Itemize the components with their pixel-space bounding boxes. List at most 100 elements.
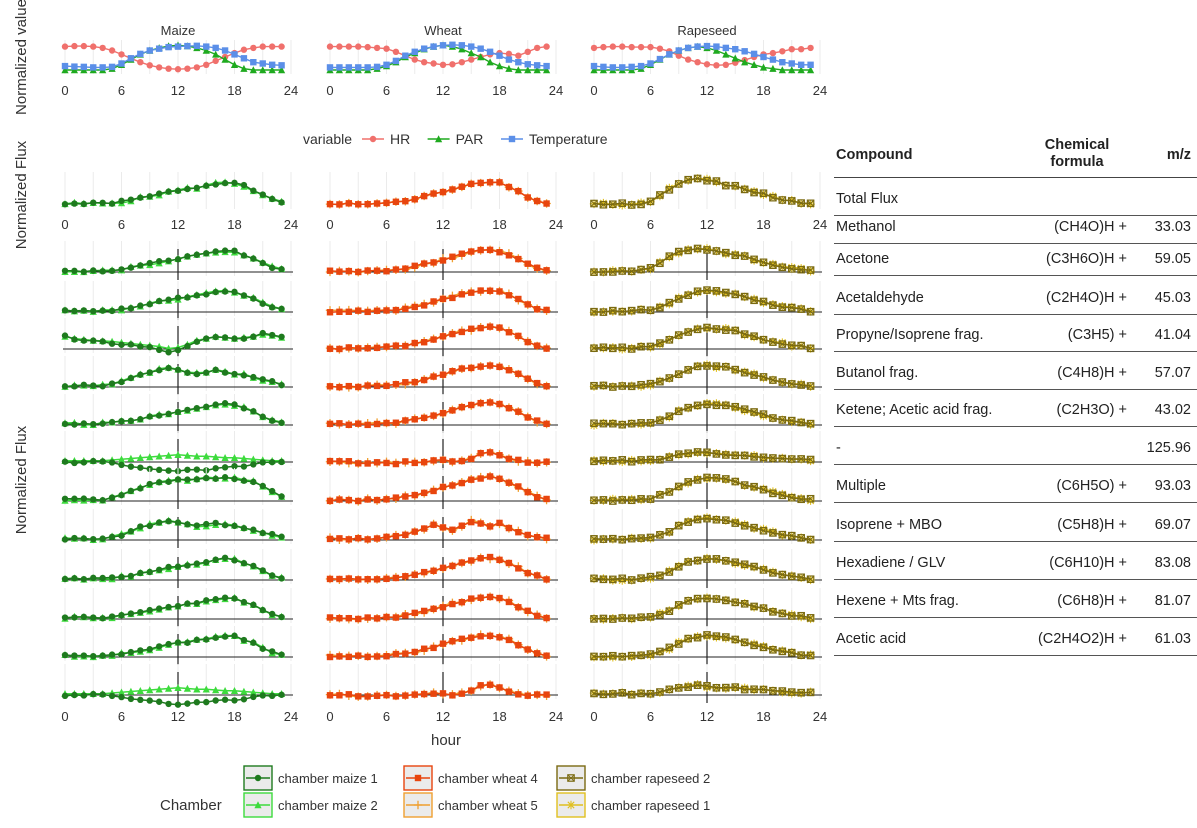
point — [599, 343, 607, 351]
point — [693, 556, 702, 565]
x-tick-label: 24 — [813, 217, 827, 232]
point — [627, 652, 636, 662]
point — [740, 685, 749, 694]
point — [515, 691, 522, 698]
point — [806, 344, 815, 353]
point — [702, 449, 712, 458]
point — [787, 648, 796, 657]
point — [411, 378, 418, 386]
point — [590, 496, 598, 504]
point — [797, 418, 805, 427]
point — [212, 288, 219, 296]
chamber-series — [590, 473, 815, 505]
point — [402, 52, 409, 59]
point — [722, 363, 730, 371]
point — [741, 293, 749, 301]
point — [278, 575, 285, 582]
point — [788, 417, 796, 425]
point — [137, 464, 144, 471]
point — [392, 306, 400, 314]
point — [174, 450, 182, 458]
chamber-series — [61, 474, 285, 504]
point — [599, 200, 608, 209]
point — [496, 684, 503, 691]
point — [458, 328, 466, 336]
point — [250, 461, 257, 468]
point — [373, 382, 381, 390]
point — [155, 698, 163, 705]
point — [590, 44, 598, 52]
point — [203, 369, 210, 376]
point — [468, 595, 475, 602]
series-line — [593, 290, 811, 314]
point — [212, 50, 220, 58]
point — [750, 453, 758, 461]
point — [788, 688, 796, 696]
chamber-series — [590, 286, 815, 316]
point — [637, 689, 645, 698]
point — [655, 257, 665, 267]
point — [486, 323, 494, 330]
point — [694, 59, 701, 66]
point — [759, 189, 768, 197]
point — [731, 635, 739, 644]
point — [703, 246, 711, 254]
point — [278, 533, 285, 540]
point — [797, 573, 805, 581]
point — [608, 576, 618, 585]
point — [165, 364, 172, 372]
series-line — [64, 520, 282, 541]
point — [259, 567, 266, 574]
chamber-series — [326, 179, 550, 208]
point — [628, 652, 636, 660]
point — [155, 297, 163, 305]
point — [590, 535, 598, 543]
point — [807, 199, 815, 207]
point — [740, 561, 749, 570]
point — [240, 64, 248, 72]
point — [183, 451, 192, 459]
point — [108, 613, 116, 620]
point — [665, 643, 674, 652]
point — [797, 534, 805, 542]
compound-name: Ketene; Acetic acid frag. — [836, 402, 993, 418]
point — [515, 187, 522, 195]
point — [609, 307, 617, 315]
point — [254, 774, 262, 782]
point — [693, 594, 702, 603]
point — [637, 689, 645, 697]
point — [515, 332, 522, 340]
point — [231, 401, 238, 408]
point — [364, 614, 371, 621]
x-tick-label: 0 — [590, 709, 597, 724]
point — [637, 62, 645, 70]
chamber-series — [61, 594, 285, 622]
point — [505, 50, 513, 58]
point — [675, 482, 683, 491]
point — [240, 687, 248, 695]
x-tick-label: 12 — [171, 709, 185, 724]
point — [674, 295, 683, 303]
point — [646, 613, 655, 621]
point — [750, 602, 758, 611]
point — [203, 698, 210, 706]
point — [249, 688, 257, 696]
point — [439, 295, 447, 303]
point — [694, 448, 702, 456]
point — [759, 453, 768, 461]
point — [355, 64, 362, 71]
compound-name: Hexadiene / GLV — [836, 555, 946, 571]
chamber-series — [61, 554, 285, 583]
point — [712, 450, 720, 458]
panel-title: Rapeseed — [677, 23, 736, 38]
chamber-series — [61, 247, 285, 275]
point — [618, 382, 627, 390]
point — [741, 369, 749, 377]
series-line — [593, 247, 811, 273]
point — [731, 451, 740, 460]
point — [71, 421, 78, 428]
point — [749, 524, 759, 533]
point — [477, 246, 484, 254]
point — [806, 199, 815, 209]
point — [741, 330, 749, 338]
